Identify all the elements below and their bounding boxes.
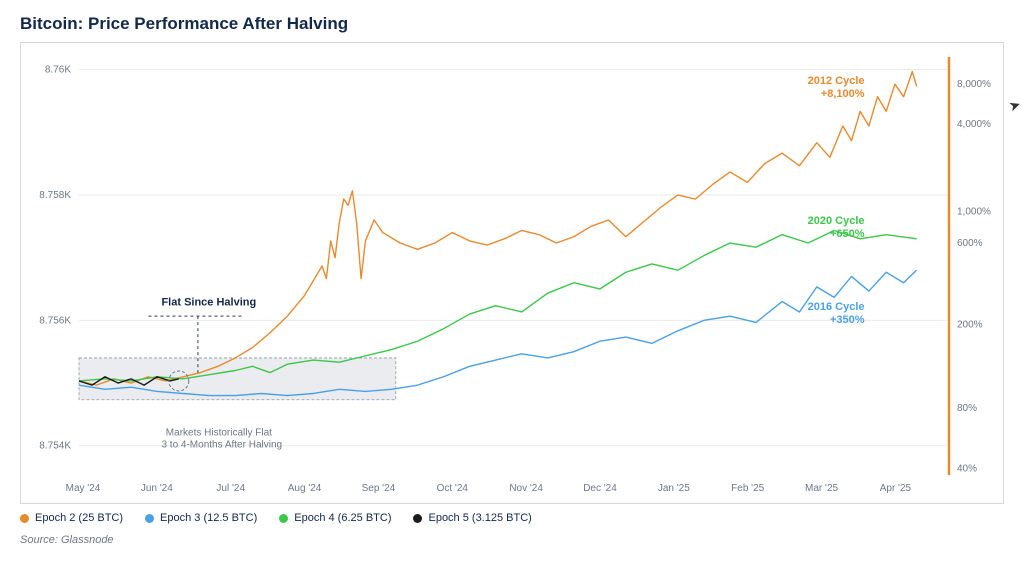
svg-text:Jan '25: Jan '25: [658, 483, 690, 494]
svg-text:Jun '24: Jun '24: [141, 483, 173, 494]
svg-text:40%: 40%: [957, 464, 977, 475]
svg-text:Nov '24: Nov '24: [509, 483, 543, 494]
svg-text:2020 Cycle: 2020 Cycle: [808, 215, 865, 227]
legend-dot: [20, 514, 29, 523]
svg-text:Jul '24: Jul '24: [216, 483, 245, 494]
svg-text:80%: 80%: [957, 403, 977, 414]
legend-dot: [413, 514, 422, 523]
svg-text:200%: 200%: [957, 320, 983, 331]
chart-svg: 8.754K 8.756K 8.758K 8.76K May '24 Jun '24 Jul…: [21, 43, 1005, 505]
legend-label: Epoch 5 (3.125 BTC): [428, 512, 531, 524]
svg-text:8.76K: 8.76K: [45, 65, 71, 76]
svg-text:Mar '25: Mar '25: [805, 483, 838, 494]
chart-container: 8.754K 8.756K 8.758K 8.76K May '24 Jun '24 Jul…: [20, 42, 1004, 504]
svg-text:8.754K: 8.754K: [39, 441, 71, 452]
svg-text:8,000%: 8,000%: [957, 79, 991, 90]
chart-title: Bitcoin: Price Performance After Halving: [20, 14, 1004, 34]
svg-text:Apr '25: Apr '25: [880, 483, 912, 494]
legend-item: Epoch 2 (25 BTC): [20, 512, 123, 524]
svg-text:+350%: +350%: [830, 314, 865, 326]
svg-text:Markets Historically Flat: Markets Historically Flat: [166, 427, 272, 438]
legend-dot: [279, 514, 288, 523]
svg-text:Dec '24: Dec '24: [583, 483, 617, 494]
source-text: Source: Glassnode: [20, 534, 1004, 546]
svg-text:3 to 4-Months After Halving: 3 to 4-Months After Halving: [161, 439, 282, 450]
svg-text:Flat Since Halving: Flat Since Halving: [161, 297, 256, 309]
legend-label: Epoch 4 (6.25 BTC): [294, 512, 391, 524]
svg-text:8.756K: 8.756K: [39, 315, 71, 326]
svg-text:+650%: +650%: [830, 228, 865, 240]
svg-text:2016 Cycle: 2016 Cycle: [808, 301, 865, 313]
svg-text:8.758K: 8.758K: [39, 190, 71, 201]
svg-text:Feb '25: Feb '25: [731, 483, 764, 494]
svg-text:May '24: May '24: [66, 483, 101, 494]
legend-item: Epoch 3 (12.5 BTC): [145, 512, 257, 524]
legend: Epoch 2 (25 BTC) Epoch 3 (12.5 BTC) Epoch …: [20, 512, 1004, 524]
svg-text:Oct '24: Oct '24: [437, 483, 469, 494]
legend-dot: [145, 514, 154, 523]
svg-text:2012 Cycle: 2012 Cycle: [808, 75, 865, 87]
legend-label: Epoch 3 (12.5 BTC): [160, 512, 257, 524]
cursor-icon: ➤: [1007, 96, 1024, 116]
legend-label: Epoch 2 (25 BTC): [35, 512, 123, 524]
svg-text:1,000%: 1,000%: [957, 207, 991, 218]
svg-text:+8,100%: +8,100%: [821, 88, 865, 100]
legend-item: Epoch 5 (3.125 BTC): [413, 512, 531, 524]
svg-text:600%: 600%: [957, 238, 983, 249]
svg-text:Sep '24: Sep '24: [362, 483, 396, 494]
legend-item: Epoch 4 (6.25 BTC): [279, 512, 391, 524]
svg-text:Aug '24: Aug '24: [288, 483, 322, 494]
svg-text:4,000%: 4,000%: [957, 119, 991, 130]
